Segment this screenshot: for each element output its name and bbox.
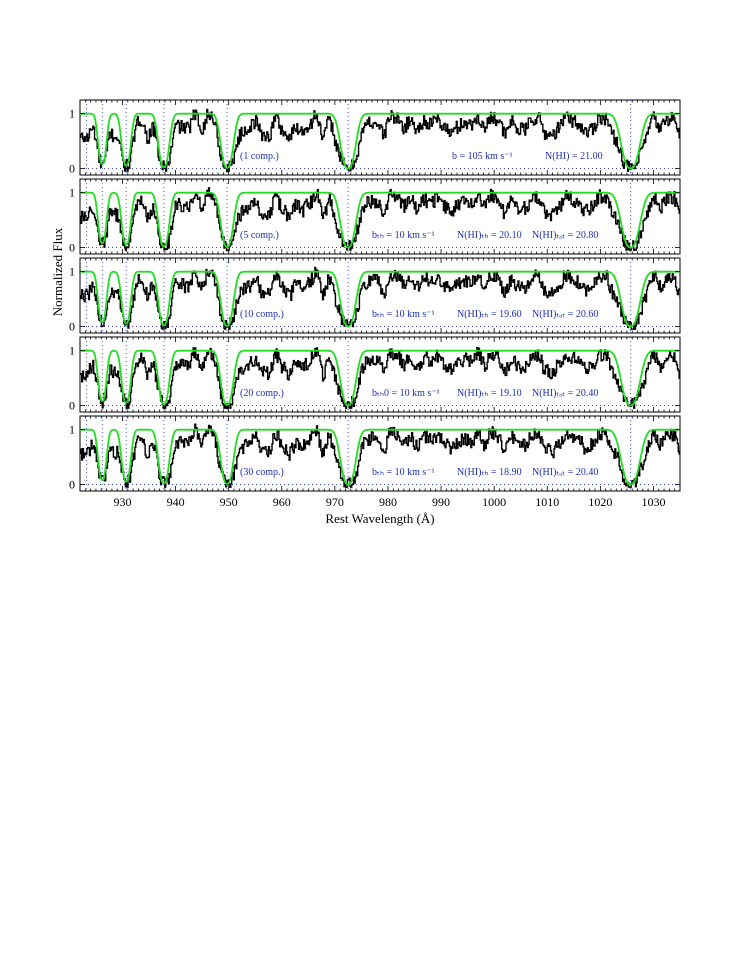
observed-spectrum (80, 423, 680, 488)
x-tick-label: 990 (432, 495, 450, 509)
model-profile (80, 191, 680, 249)
panel-annotation: bₜₕ = 10 km s⁻¹ (372, 467, 435, 478)
panel-annotation: bₜₕ = 10 km s⁻¹ (372, 309, 435, 320)
y-tick-label: 1 (69, 265, 75, 279)
x-tick-label: 1030 (641, 495, 665, 509)
panel-label: (10 comp.) (240, 309, 284, 320)
panel-annotation: N(HI)ₜₕ = 19.60 (457, 309, 522, 320)
panel-3: 0 1 (10 comp.) bₜₕ = 10 km s⁻¹ N(HI)ₜₕ = 19.… (69, 257, 681, 334)
panel-label: (1 comp.) (240, 151, 279, 162)
y-tick-label: 1 (69, 107, 75, 121)
x-tick-label: 960 (273, 495, 291, 509)
panel-annotation: N(HI)ₜₒₜ = 20.80 (532, 230, 598, 241)
panel-annotation: bₜₕ = 10 km s⁻¹ (372, 230, 435, 241)
y-tick-label: 0 (69, 319, 75, 333)
y-tick-label: 0 (69, 398, 75, 412)
panel-annotation: b = 105 km s⁻¹ (452, 151, 513, 162)
x-tick-label: 1000 (482, 495, 506, 509)
y-tick-label: 0 (69, 477, 75, 491)
x-tick-label: 970 (326, 495, 344, 509)
panel-4: 0 1 (20 comp.) bₜₕ0 = 10 km s⁻¹ N(HI)ₜₕ = 19… (69, 336, 681, 413)
x-axis-title: Rest Wavelength (Å) (325, 511, 434, 526)
panel-annotation: N(HI)ₜₒₜ = 20.40 (532, 467, 598, 478)
y-tick-label: 1 (69, 423, 75, 437)
observed-spectrum (80, 108, 680, 172)
panel-annotation: N(HI)ₜₕ = 20.10 (457, 230, 522, 241)
y-tick-label: 0 (69, 161, 75, 175)
x-tick-label: 930 (113, 495, 131, 509)
panel-annotation: N(HI)ₜₒₜ = 20.60 (532, 309, 598, 320)
panel-5: 0 1 (30 comp.) bₜₕ = 10 km s⁻¹ N(HI)ₜₕ = 18.… (69, 415, 681, 509)
panel-1: 0 1 (1 comp.) b = 105 km s⁻¹ N(HI) = 21.00 (69, 99, 681, 176)
model-profile (80, 112, 680, 170)
panel-label: (20 comp.) (240, 388, 284, 399)
model-profile (80, 349, 680, 407)
x-tick-label: 980 (379, 495, 397, 509)
y-axis-title: Normalized Flux (50, 227, 65, 316)
model-profile (80, 428, 680, 486)
panel-label: (5 comp.) (240, 230, 279, 241)
x-tick-label: 950 (220, 495, 238, 509)
panel-annotation: N(HI) = 21.00 (545, 151, 603, 162)
panel-2: 0 1 (5 comp.) bₜₕ = 10 km s⁻¹ N(HI)ₜₕ = 20.1… (69, 178, 681, 255)
observed-spectrum (80, 347, 680, 409)
x-tick-label: 940 (167, 495, 185, 509)
observed-spectrum (80, 266, 680, 330)
y-tick-label: 1 (69, 344, 75, 358)
panel-annotation: N(HI)ₜₕ = 19.10 (457, 388, 522, 399)
y-tick-label: 0 (69, 240, 75, 254)
model-profile (80, 270, 680, 328)
x-tick-label: 1020 (588, 495, 612, 509)
panel-annotation: N(HI)ₜₕ = 18.90 (457, 467, 522, 478)
panel-label: (30 comp.) (240, 467, 284, 478)
panel-annotation: N(HI)ₜₒₜ = 20.40 (532, 388, 598, 399)
panels: 0 1 (1 comp.) b = 105 km s⁻¹ N(HI) = 21.00 0 1… (69, 99, 681, 509)
observed-spectrum (80, 187, 680, 251)
y-tick-label: 1 (69, 186, 75, 200)
x-tick-label: 1010 (535, 495, 559, 509)
panel-annotation: bₜₕ0 = 10 km s⁻¹ (372, 388, 440, 399)
